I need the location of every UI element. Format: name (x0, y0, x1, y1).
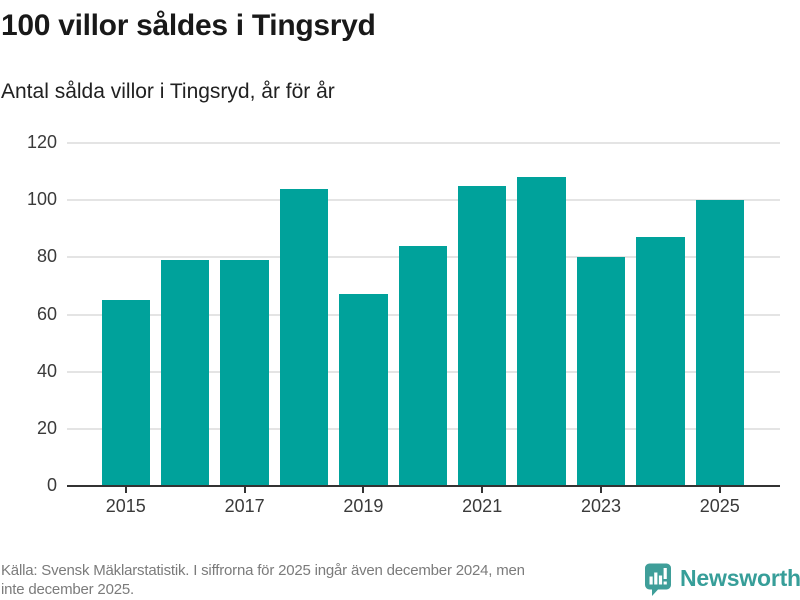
bar-2022 (517, 177, 566, 486)
bar-2019 (339, 294, 388, 486)
bar-2021 (457, 185, 507, 486)
newsworthy-speech-bubble-chart-icon (645, 563, 671, 596)
bar-2023 (576, 257, 626, 486)
bar-2017 (220, 260, 269, 486)
x-axis-label-2017: 2017 (224, 496, 265, 516)
gridline-y-100 (67, 199, 780, 202)
x-axis-label-2019: 2019 (343, 496, 384, 516)
y-axis-label-60: 60 (36, 303, 57, 324)
source-note-line2: inte december 2025. (1, 581, 134, 598)
y-axis-label-40: 40 (36, 360, 57, 381)
y-axis-label-120: 120 (26, 132, 57, 152)
chart-subtitle: Antal sålda villor i Tingsryd, år för år (1, 80, 335, 103)
x-axis-tick-2019 (362, 487, 365, 493)
bar-2020 (398, 245, 448, 486)
gridline-y-120 (67, 142, 780, 144)
chart-title: 100 villor såldes i Tingsryd (1, 9, 376, 42)
bar-2015 (101, 300, 151, 486)
bar-2016 (160, 260, 210, 486)
x-axis-tick-2023 (600, 487, 602, 493)
x-axis-tick-2021 (481, 487, 484, 493)
bar-2024 (636, 237, 685, 486)
x-axis-tick-2017 (243, 487, 246, 493)
y-axis-label-0: 0 (46, 475, 57, 495)
x-axis-tick-2015 (124, 487, 127, 493)
source-note-line1: Källa: Svensk Mäklarstatistik. I siffror… (1, 562, 525, 579)
y-axis-label-100: 100 (26, 189, 57, 210)
source-note: Källa: Svensk Mäklarstatistik. I siffror… (1, 561, 525, 599)
x-axis-label-2015: 2015 (105, 496, 146, 516)
bar-2025 (695, 200, 745, 486)
x-axis-tick-2025 (718, 487, 721, 493)
x-axis-label-2021: 2021 (462, 496, 503, 516)
newsworthy-wordmark: Newsworthy (680, 565, 800, 591)
x-axis-line (67, 485, 780, 487)
newsworthy-logo: Newsworthy (644, 562, 800, 597)
x-axis-label-2025: 2025 (699, 496, 740, 516)
x-axis-label-2023: 2023 (580, 496, 622, 516)
y-axis-label-20: 20 (36, 417, 57, 438)
y-axis-label-80: 80 (36, 246, 57, 267)
bar-2018 (279, 188, 329, 486)
